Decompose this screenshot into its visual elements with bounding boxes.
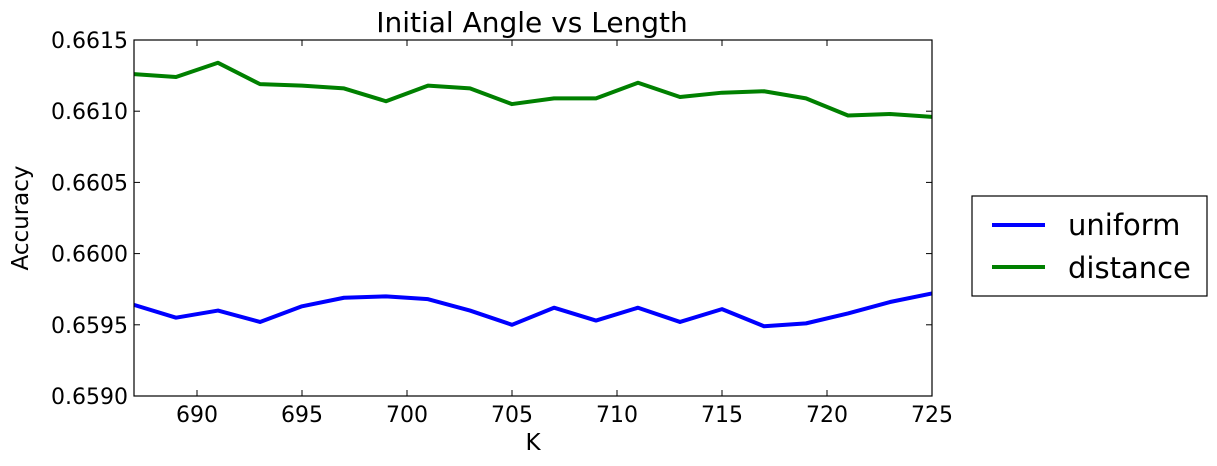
chart-title: Initial Angle vs Length: [376, 6, 688, 39]
y-tick-label: 0.6600: [51, 243, 128, 268]
x-axis-label: K: [525, 430, 541, 456]
x-tick-label: 705: [491, 403, 533, 428]
y-axis-label: Accuracy: [8, 165, 34, 270]
legend: uniform distance: [971, 195, 1208, 297]
y-tick-label: 0.6605: [51, 171, 128, 196]
series-lines: [133, 60, 933, 329]
plot-frame: [133, 39, 933, 397]
y-tick-label: 0.6590: [51, 385, 128, 410]
x-tick-label: 715: [701, 403, 743, 428]
x-tick-label: 720: [806, 403, 848, 428]
series-line-distance: [133, 60, 933, 119]
y-tick-label: 0.6610: [51, 100, 128, 125]
y-tick-label: 0.6615: [51, 29, 128, 54]
y-tick-label: 0.6595: [51, 314, 128, 339]
legend-frame: [971, 195, 1208, 297]
axis-ticks: 690 695 700 705 710 715 720 725 0.6590 0.6595 0.66…: [51, 29, 953, 428]
plot-background: [134, 40, 932, 396]
legend-label-distance: distance: [1068, 251, 1191, 285]
x-tick-label: 710: [596, 403, 638, 428]
x-tick-label: 695: [281, 403, 323, 428]
x-tick-label: 725: [911, 403, 953, 428]
series-line-uniform: [133, 291, 933, 329]
x-tick-label: 690: [176, 403, 218, 428]
legend-label-uniform: uniform: [1068, 208, 1180, 242]
x-tick-label: 700: [386, 403, 428, 428]
